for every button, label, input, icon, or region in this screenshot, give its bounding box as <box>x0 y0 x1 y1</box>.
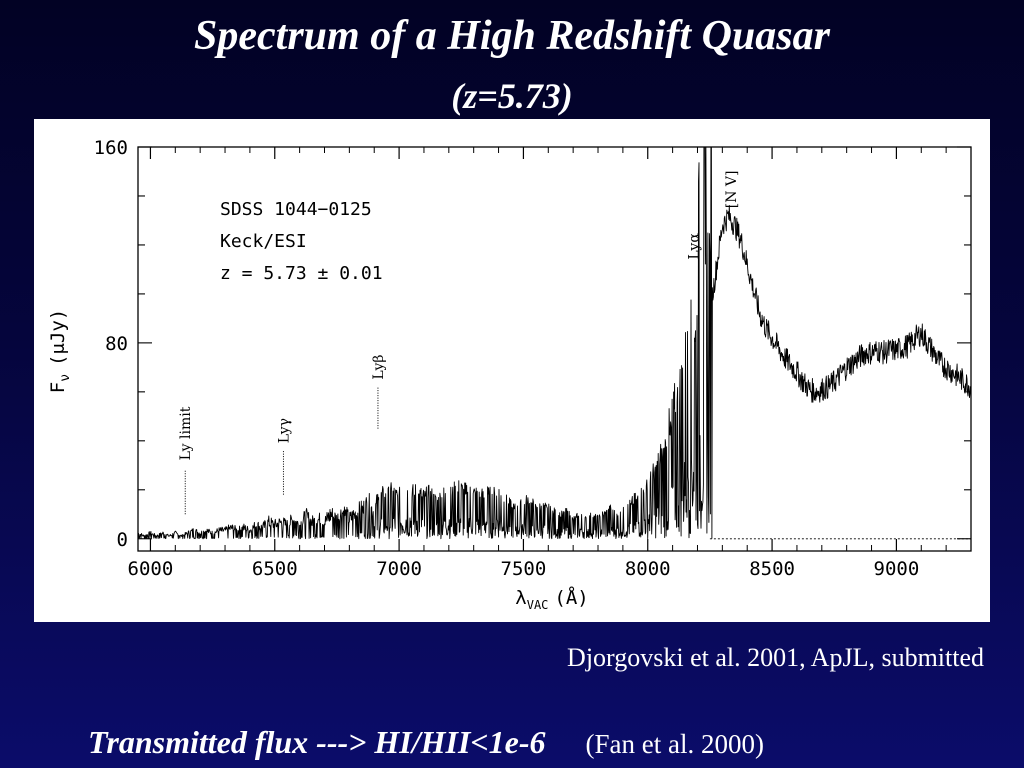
footer-main-text: Transmitted flux ---> HI/HII<1e-6 <box>88 724 546 760</box>
y-tick-label: 80 <box>105 333 128 355</box>
x-tick-label: 9000 <box>874 558 920 580</box>
x-tick-label: 8000 <box>625 558 671 580</box>
x-tick-label: 6000 <box>128 558 174 580</box>
line-marker-label: Lyα <box>687 233 703 260</box>
y-tick-labels: 0 80 160 <box>94 137 128 551</box>
y-tick-label: 160 <box>94 137 128 159</box>
slide-subtitle: (z=5.73) <box>451 76 573 116</box>
annotation-redshift: z = 5.73 ± 0.01 <box>220 263 383 284</box>
x-axis-label-sub: VAC <box>527 598 549 612</box>
spectrum-line <box>137 146 972 540</box>
x-tick-label: 7500 <box>501 558 547 580</box>
x-tick-labels: 6000 6500 7000 7500 8000 8500 9000 <box>128 558 920 580</box>
emission-line-markers: Ly limit Lyγ Lyβ Lyα [N V] <box>178 170 740 515</box>
y-axis-label-unit: (μJy) <box>47 309 69 366</box>
annotation-object-name: SDSS 1044−0125 <box>220 199 372 220</box>
citation-credit: Djorgovski et al. 2001, ApJL, submitted <box>567 643 984 672</box>
spectrum-chart-panel: 0 80 160 6000 6500 7000 7500 8000 8500 9000 Ly l… <box>34 119 990 622</box>
slide-title: Spectrum of a High Redshift Quasar <box>194 13 830 59</box>
y-tick-label: 0 <box>117 529 128 551</box>
spectrum-chart: 0 80 160 6000 6500 7000 7500 8000 8500 9000 Ly l… <box>47 137 972 612</box>
x-axis-label-main: λ <box>515 587 526 609</box>
axis-ticks <box>138 146 972 551</box>
annotation-instrument: Keck/ESI <box>220 231 307 252</box>
x-axis-label: λVAC (Å) <box>515 586 588 612</box>
y-axis-label-sub: ν <box>58 374 73 382</box>
x-axis-label-unit: (Å) <box>554 586 588 609</box>
y-axis-label: Fν (μJy) <box>47 309 73 393</box>
footer-note: Transmitted flux ---> HI/HII<1e-6 (Fan et… <box>88 722 764 764</box>
line-marker-label: [N V] <box>724 170 740 208</box>
y-axis-label-main: F <box>47 382 69 393</box>
x-tick-label: 8500 <box>749 558 795 580</box>
plot-frame <box>137 146 972 552</box>
object-annotation: SDSS 1044−0125 Keck/ESI z = 5.73 ± 0.01 <box>220 199 383 284</box>
line-marker-label: Ly limit <box>178 406 194 460</box>
line-marker-label: Lyγ <box>276 418 292 443</box>
footer-reference: (Fan et al. 2000) <box>585 729 764 759</box>
x-tick-label: 6500 <box>252 558 298 580</box>
line-marker-label: Lyβ <box>371 355 387 380</box>
x-tick-label: 7000 <box>376 558 422 580</box>
